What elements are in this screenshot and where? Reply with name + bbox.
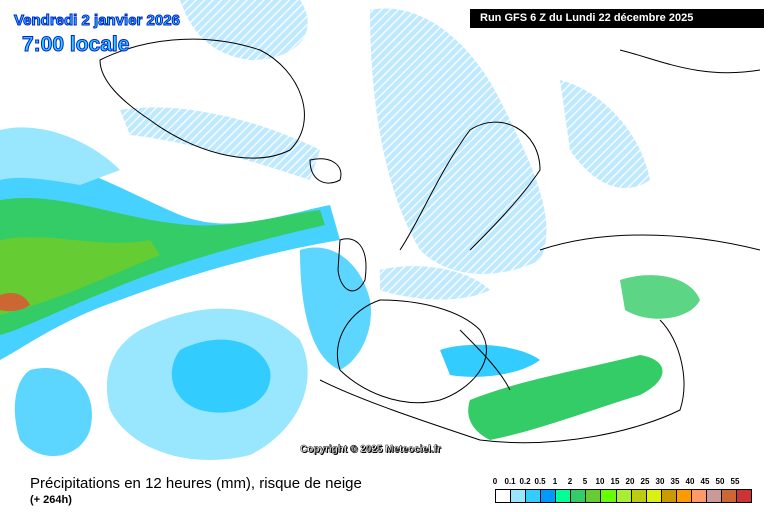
legend-swatch	[616, 490, 632, 502]
legend-swatch	[556, 490, 572, 502]
color-legend: 0 0.1 0.2 0.5 1 2 5 10 15 20 25 30 35 40 45 50 55	[492, 477, 765, 503]
legend-label: 55	[730, 477, 740, 486]
legend-swatch	[661, 490, 677, 502]
legend-swatch	[511, 490, 527, 502]
legend-swatch	[646, 490, 662, 502]
legend-swatch	[631, 490, 647, 502]
legend-swatch	[721, 490, 737, 502]
legend-label: 40	[685, 477, 695, 486]
legend-label: 30	[655, 477, 665, 486]
footer: Précipitations en 12 heures (mm), risque…	[0, 470, 768, 512]
legend-label: 0	[492, 477, 498, 486]
legend-swatch	[737, 490, 752, 502]
map-title: Précipitations en 12 heures (mm), risque…	[30, 475, 362, 492]
model-run-label: Run GFS 6 Z du Lundi 22 décembre 2025	[470, 9, 764, 28]
lead-time: (+ 264h)	[30, 494, 72, 506]
legend-swatch	[691, 490, 707, 502]
legend-label: 15	[610, 477, 620, 486]
legend-swatch	[676, 490, 692, 502]
forecast-time: 7:00 locale	[21, 33, 130, 57]
copyright: Copyright © 2025 Meteociel.fr	[300, 444, 441, 455]
legend-label: 10	[595, 477, 605, 486]
coastlines	[99, 38, 761, 444]
legend-label: 0.5	[534, 477, 546, 486]
legend-label: 50	[715, 477, 725, 486]
legend-swatch	[496, 490, 512, 502]
legend-label: 45	[700, 477, 710, 486]
precip-areas	[0, 0, 700, 460]
legend-label: 20	[625, 477, 635, 486]
legend-swatch	[601, 490, 617, 502]
legend-label: 5	[582, 477, 588, 486]
legend-label: 2	[567, 477, 573, 486]
forecast-date: Vendredi 2 janvier 2026	[14, 12, 181, 30]
legend-label: 0.1	[504, 477, 516, 486]
legend-swatch	[571, 490, 587, 502]
legend-label: 1	[552, 477, 558, 486]
legend-swatch	[706, 490, 722, 502]
legend-swatch	[526, 490, 542, 502]
legend-swatch	[586, 490, 602, 502]
legend-label: 35	[670, 477, 680, 486]
legend-swatch	[541, 490, 557, 502]
legend-label: 25	[640, 477, 650, 486]
precipitation-map	[0, 0, 761, 460]
legend-label: 0.2	[519, 477, 531, 486]
